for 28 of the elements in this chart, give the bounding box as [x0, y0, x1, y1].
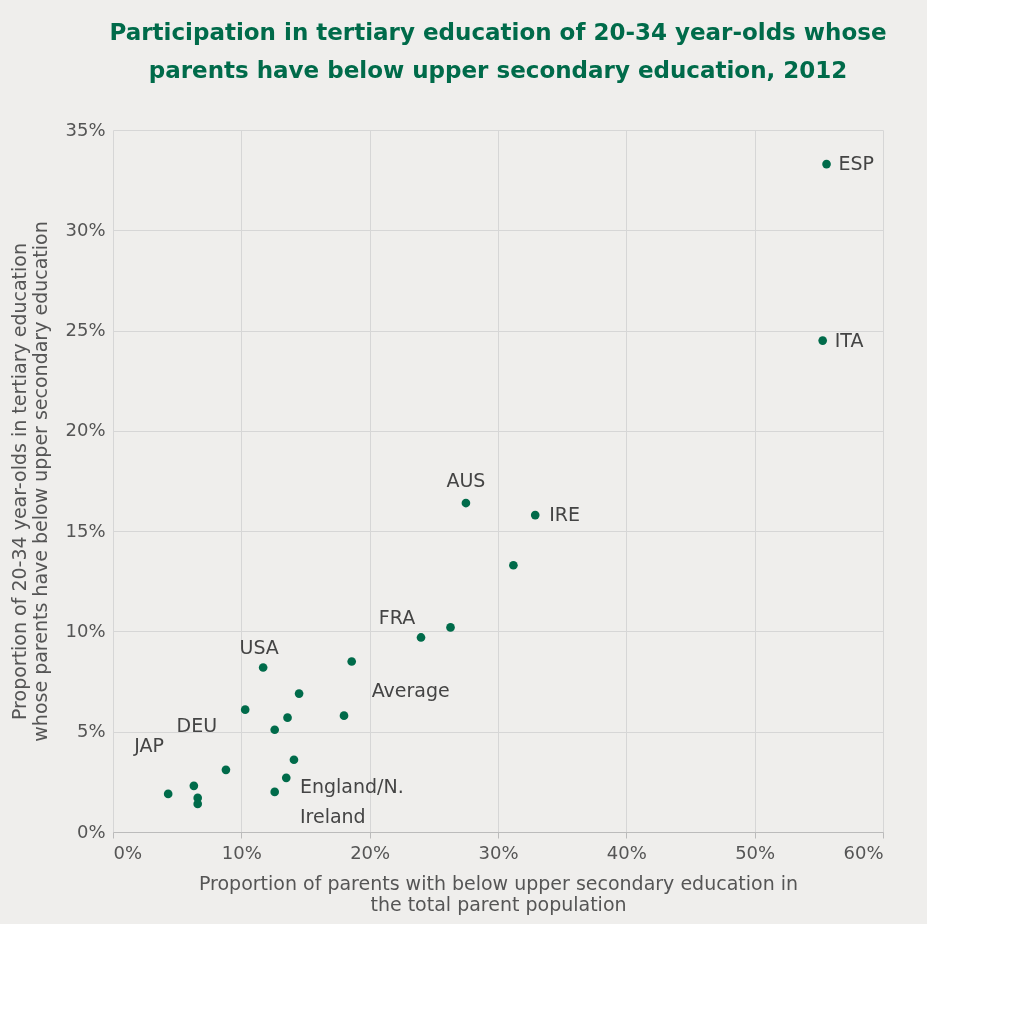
- x-tick-label: 30%: [478, 841, 519, 863]
- y-tick-label: 35%: [65, 118, 106, 140]
- annotation: ITA: [834, 328, 864, 351]
- x-tick-label: 60%: [843, 841, 884, 863]
- x-tick-label: 10%: [221, 841, 262, 863]
- x-axis-title: Proportion of parents with below upper secondary education in the total parent population: [198, 871, 799, 915]
- chart-title: Participation in tertiary education of 20-34 year-olds whose parents have below upper secondary education, 2012: [109, 19, 887, 83]
- annotation: AUS: [446, 469, 486, 492]
- y-tick-label: 20%: [65, 419, 106, 441]
- annotation: ESP: [838, 152, 875, 175]
- y-tick-label: 10%: [65, 619, 106, 641]
- y-tick-label: 0%: [76, 820, 106, 842]
- y-axis-title: Proportion of 20-34 year-olds in tertiary education whose parents have below upper secondary education: [8, 221, 52, 742]
- y-tick-label: 30%: [65, 218, 106, 240]
- annotation: DEU: [176, 713, 218, 736]
- annotation: England/N. Ireland: [299, 774, 404, 827]
- y-tick-label: 25%: [65, 319, 106, 341]
- annotation: JAP: [133, 733, 165, 756]
- x-tick-label: 40%: [606, 841, 647, 863]
- annotation: IRE: [549, 503, 581, 526]
- annotation: FRA: [378, 606, 416, 629]
- y-tick-label: 15%: [65, 519, 106, 541]
- x-tick-label: 20%: [350, 841, 391, 863]
- annotation: USA: [239, 635, 279, 658]
- y-tick-label: 5%: [76, 720, 106, 742]
- annotation: Average: [371, 678, 450, 701]
- x-tick-label: 0%: [113, 841, 143, 863]
- x-tick-label: 50%: [735, 841, 776, 863]
